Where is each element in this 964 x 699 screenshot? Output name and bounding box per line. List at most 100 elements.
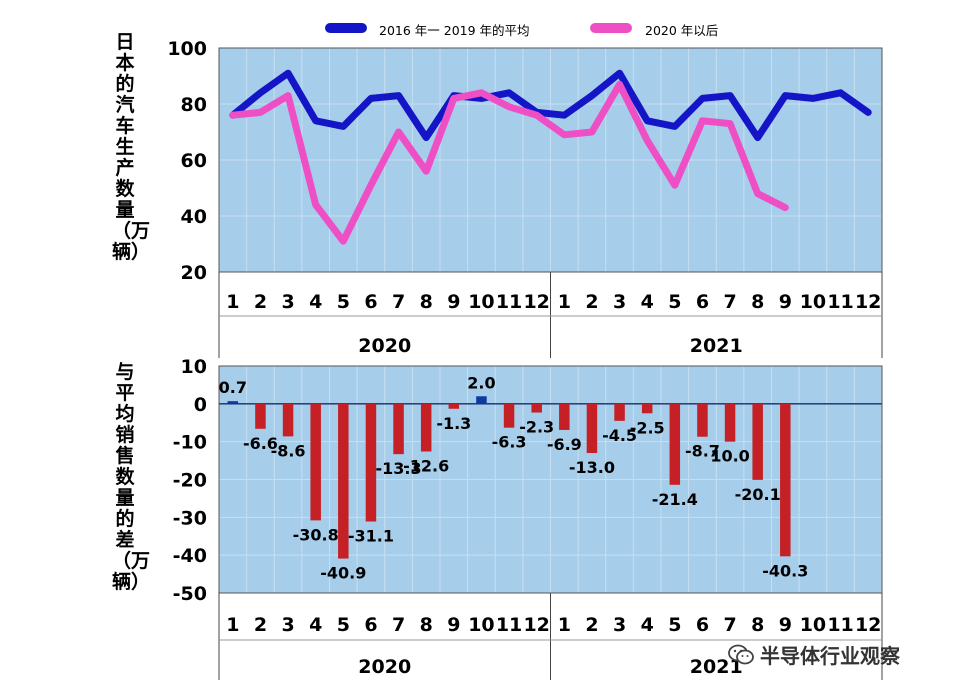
bar-data-label: -12.6 [403, 457, 449, 476]
bottom-x-tick-label: 11 [827, 614, 853, 636]
bar [724, 403, 736, 442]
bar [365, 403, 377, 522]
bar [669, 403, 681, 485]
bottom-x-tick-label: 8 [420, 614, 433, 636]
legend-post-label: 2020 年以后 [645, 23, 719, 38]
bar [641, 403, 653, 414]
top-x-tick-label: 2 [585, 291, 598, 313]
bar [476, 396, 487, 404]
top-x-tick-label: 2 [254, 291, 267, 313]
bar-data-label: -8.6 [271, 441, 306, 460]
bottom-x-tick-label: 4 [309, 614, 322, 636]
top-y-tick-label: 100 [167, 38, 207, 60]
bar-data-label: -2.5 [630, 418, 665, 437]
bottom-x-tick-label: 7 [392, 614, 405, 636]
top-y-tick-label: 60 [181, 150, 207, 172]
series-avg-line [229, 69, 872, 142]
bar-data-label: -6.6 [243, 434, 278, 453]
top-x-tick-label: 6 [696, 291, 709, 313]
bar [393, 403, 404, 455]
bottom-x-tick-label: 8 [751, 614, 764, 636]
bottom-x-tick-label: 7 [723, 614, 736, 636]
bottom-y-tick-label: -30 [173, 507, 207, 529]
bottom-x-tick-label: 2 [585, 614, 598, 636]
bottom-x-tick-label: 9 [447, 614, 460, 636]
bar-data-label: -13.3 [376, 459, 422, 478]
bar-data-label: -40.9 [320, 564, 366, 583]
bar [697, 403, 708, 437]
bar-data-label: -20.1 [735, 485, 781, 504]
bottom-x-tick-label: 6 [696, 614, 709, 636]
bottom-x-tick-label: 2 [254, 614, 267, 636]
bar [614, 403, 625, 421]
bar [310, 403, 321, 521]
bottom-x-tick-label: 11 [496, 614, 522, 636]
wechat-icon [728, 644, 754, 664]
bottom-x-tick-label: 1 [226, 614, 239, 636]
bar [559, 403, 570, 430]
bar-data-label: -13.0 [569, 458, 615, 477]
top-x-tick-label: 5 [337, 291, 350, 313]
bar [531, 403, 542, 413]
top-x-tick-label: 6 [364, 291, 377, 313]
top-x-tick-label: 11 [496, 291, 522, 313]
bar [282, 403, 294, 437]
bottom-x-tick-label: 12 [523, 614, 549, 636]
top-x-tick-label: 4 [309, 291, 322, 313]
series-post-line [229, 80, 789, 245]
bottom-x-tick-label: 6 [364, 614, 377, 636]
bottom-x-tick-label: 1 [558, 614, 571, 636]
bottom-y-tick-label: -20 [173, 470, 207, 492]
bar [338, 403, 349, 559]
top-x-tick-label: 9 [447, 291, 460, 313]
legend-avg-label: 2016 年一 2019 年的平均 [379, 23, 530, 38]
bar [448, 403, 460, 409]
top-x-tick-label: 8 [751, 291, 764, 313]
top-x-tick-label: 5 [668, 291, 681, 313]
bar-data-label: -30.8 [293, 525, 339, 544]
bottom-y-tick-label: -50 [173, 583, 207, 605]
bottom-x-tick-label: 12 [855, 614, 881, 636]
top-x-tick-label: 11 [827, 291, 853, 313]
bar [752, 403, 763, 480]
top-x-tick-label: 3 [281, 291, 294, 313]
bar-data-label: 10.0 [710, 447, 749, 466]
top-x-tick-label: 7 [392, 291, 405, 313]
watermark: 半导体行业观察 [728, 640, 900, 669]
bar-data-label: 0.7 [219, 378, 247, 397]
bar-data-label: -40.3 [762, 561, 808, 580]
top-y-axis-label: 日本的汽车生产数量（万辆） [112, 31, 151, 263]
top-x-group-label: 2021 [690, 335, 743, 357]
bar-data-label: -8.7 [685, 442, 720, 461]
top-x-tick-label: 8 [420, 291, 433, 313]
bar-data-label: -2.3 [519, 418, 554, 437]
bottom-x-tick-label: 5 [337, 614, 350, 636]
watermark-text: 半导体行业观察 [760, 644, 900, 668]
bottom-x-tick-label: 10 [468, 614, 494, 636]
bottom-x-group-label: 2020 [358, 656, 411, 678]
bottom-y-tick-label: 0 [194, 394, 207, 416]
top-x-tick-label: 4 [641, 291, 654, 313]
bar-data-label: -4.5 [602, 426, 637, 445]
bar-data-label: -6.3 [492, 433, 527, 452]
top-y-tick-label: 20 [181, 262, 207, 284]
bottom-x-group-label: 2021 [690, 656, 743, 678]
top-x-tick-label: 10 [468, 291, 494, 313]
bar-data-label: -31.1 [348, 526, 394, 545]
bar-data-label: 2.0 [467, 373, 495, 392]
bar [420, 403, 432, 452]
bar [586, 403, 598, 454]
top-y-tick-label: 80 [181, 94, 207, 116]
legend-post-swatch [590, 23, 632, 33]
top-y-tick-label: 40 [181, 206, 207, 228]
bar-data-label: -6.9 [547, 435, 582, 454]
bottom-y-tick-label: -40 [173, 545, 207, 567]
top-x-tick-label: 9 [779, 291, 792, 313]
bar-data-label: -21.4 [652, 490, 698, 509]
bar [503, 403, 515, 428]
bottom-y-tick-label: 10 [181, 356, 207, 378]
bar [255, 403, 266, 429]
bar [780, 403, 791, 557]
